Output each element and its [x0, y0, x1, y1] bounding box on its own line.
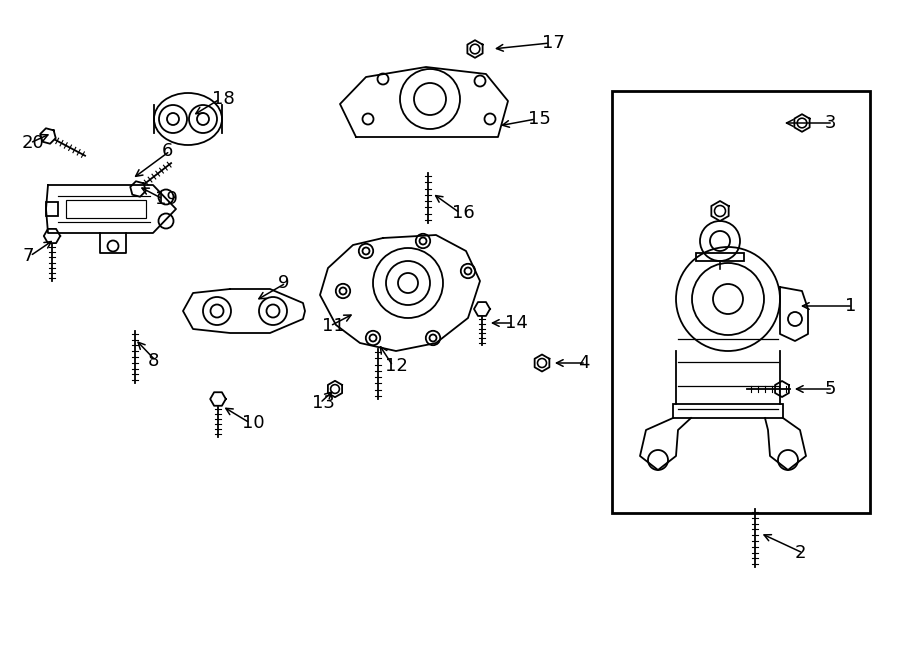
- Text: 9: 9: [278, 274, 290, 292]
- Text: 11: 11: [322, 317, 345, 335]
- Bar: [696, 253, 744, 261]
- Text: 17: 17: [542, 34, 565, 52]
- Text: 4: 4: [578, 354, 590, 372]
- Text: 18: 18: [212, 90, 235, 108]
- Text: 12: 12: [385, 357, 408, 375]
- Text: 5: 5: [825, 380, 836, 398]
- Bar: [612, 91, 870, 513]
- Text: 8: 8: [148, 352, 159, 370]
- Text: 15: 15: [528, 110, 551, 128]
- Text: 19: 19: [155, 190, 178, 208]
- Text: 13: 13: [312, 394, 335, 412]
- Text: 7: 7: [22, 247, 33, 265]
- Text: 6: 6: [162, 142, 174, 160]
- Text: 16: 16: [452, 204, 475, 222]
- Bar: [46, 202, 58, 216]
- Text: 3: 3: [825, 114, 836, 132]
- Text: 14: 14: [505, 314, 528, 332]
- Bar: [66, 200, 146, 218]
- Text: 1: 1: [845, 297, 857, 315]
- Bar: [673, 404, 783, 418]
- Text: 20: 20: [22, 134, 45, 152]
- Text: 10: 10: [242, 414, 265, 432]
- Text: 2: 2: [795, 544, 806, 562]
